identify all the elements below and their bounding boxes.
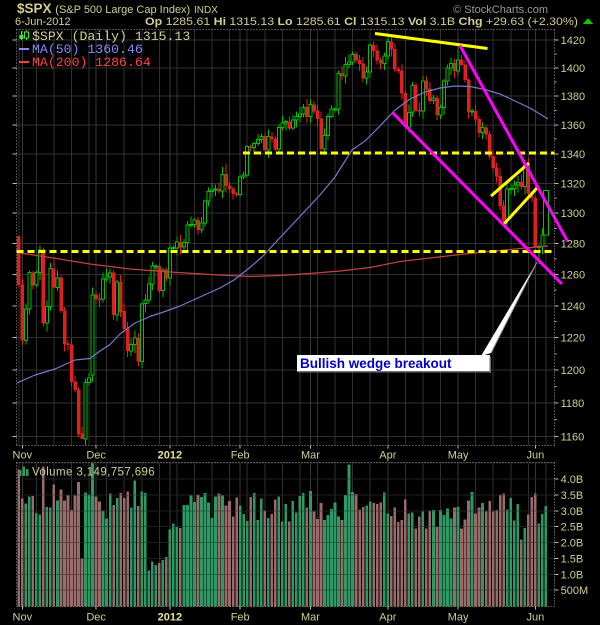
svg-text:3.5B: 3.5B — [561, 490, 584, 502]
svg-text:Volume 3,149,757,696: Volume 3,149,757,696 — [32, 467, 155, 479]
svg-text:$SPX (Daily) 1315.13: $SPX (Daily) 1315.13 — [32, 29, 190, 44]
svg-text:1300: 1300 — [561, 208, 585, 220]
svg-text:2012: 2012 — [158, 612, 182, 624]
svg-text:Mar: Mar — [301, 450, 320, 462]
svg-text:1.5B: 1.5B — [561, 553, 584, 565]
svg-text:MA(200) 1286.64: MA(200) 1286.64 — [32, 55, 151, 70]
svg-text:Op 1285.61 Hi 1315.13 Lo 1285.: Op 1285.61 Hi 1315.13 Lo 1285.61 Cl 1315… — [145, 16, 578, 28]
svg-text:500M: 500M — [561, 585, 589, 597]
svg-text:Nov: Nov — [13, 612, 33, 624]
svg-text:© StockCharts.com: © StockCharts.com — [453, 4, 548, 16]
svg-text:1220: 1220 — [561, 333, 585, 345]
svg-text:$SPX (S&P 500 Large Cap Index): $SPX (S&P 500 Large Cap Index) INDX — [17, 1, 218, 16]
svg-text:1320: 1320 — [561, 178, 585, 190]
svg-text:1260: 1260 — [561, 270, 585, 282]
svg-text:Apr: Apr — [379, 450, 396, 462]
svg-text:May: May — [448, 450, 469, 462]
svg-text:1200: 1200 — [561, 365, 585, 377]
svg-text:4.0B: 4.0B — [561, 474, 584, 486]
svg-text:Dec: Dec — [86, 612, 106, 624]
svg-text:2012: 2012 — [158, 450, 182, 462]
svg-text:6-Jun-2012: 6-Jun-2012 — [15, 16, 71, 28]
svg-text:Feb: Feb — [231, 450, 250, 462]
svg-text:3.0B: 3.0B — [561, 506, 584, 518]
svg-text:1180: 1180 — [561, 398, 585, 410]
svg-text:1360: 1360 — [561, 120, 585, 132]
svg-text:1380: 1380 — [561, 91, 585, 103]
svg-text:1340: 1340 — [561, 149, 585, 161]
svg-text:MA(50) 1360.46: MA(50) 1360.46 — [32, 42, 143, 57]
svg-text:May: May — [448, 612, 469, 624]
svg-text:Feb: Feb — [231, 612, 250, 624]
svg-text:1400: 1400 — [561, 63, 585, 75]
svg-text:2.0B: 2.0B — [561, 538, 584, 550]
svg-text:1280: 1280 — [561, 239, 585, 251]
svg-text:1160: 1160 — [561, 432, 585, 444]
svg-text:1.0B: 1.0B — [561, 569, 584, 581]
svg-text:2.5B: 2.5B — [561, 522, 584, 534]
svg-text:Jun: Jun — [527, 612, 545, 624]
svg-text:Dec: Dec — [86, 450, 106, 462]
svg-text:Apr: Apr — [379, 612, 396, 624]
svg-text:1420: 1420 — [561, 35, 585, 47]
svg-text:Mar: Mar — [301, 612, 320, 624]
svg-text:Bullish wedge breakout: Bullish wedge breakout — [300, 356, 452, 371]
svg-text:Nov: Nov — [13, 450, 33, 462]
svg-text:Jun: Jun — [527, 450, 545, 462]
svg-text:1240: 1240 — [561, 301, 585, 313]
